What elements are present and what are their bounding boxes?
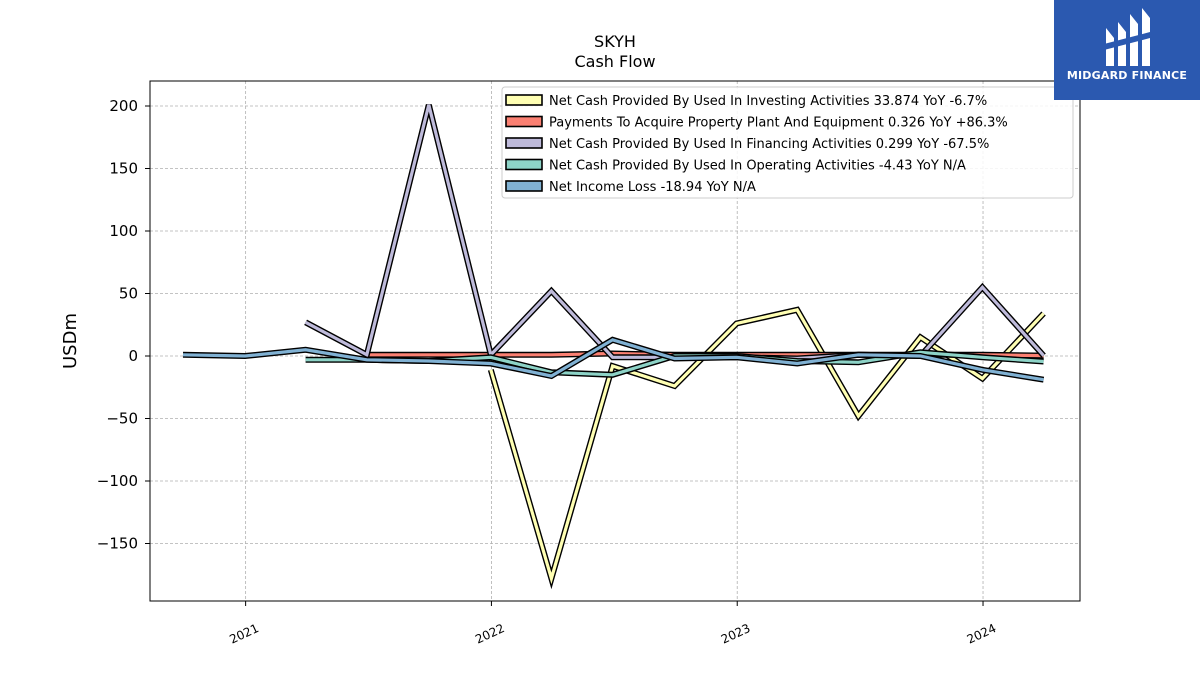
y-tick-label: −100 bbox=[97, 472, 138, 490]
legend-swatch bbox=[505, 158, 543, 171]
legend-swatch bbox=[505, 137, 543, 149]
y-tick-label: −50 bbox=[106, 410, 138, 428]
series-line bbox=[489, 307, 1045, 585]
chart-subtitle: Cash Flow bbox=[574, 52, 656, 71]
legend-entry: Payments To Acquire Property Plant And E… bbox=[549, 116, 1008, 131]
y-axis-label: USDm bbox=[60, 313, 81, 369]
y-tick-label: −150 bbox=[97, 535, 138, 553]
y-tick-label: 50 bbox=[119, 285, 138, 303]
series-line bbox=[182, 338, 1044, 382]
legend-swatch bbox=[505, 94, 543, 106]
series-lines bbox=[182, 104, 1046, 590]
y-tick-label: 0 bbox=[128, 347, 138, 365]
x-axis: 2021 2022 2023 2024 bbox=[227, 601, 998, 647]
midgard-logo-icon bbox=[1104, 8, 1150, 66]
legend: Net Cash Provided By Used In Investing A… bbox=[501, 86, 1074, 199]
chart-title: SKYH bbox=[594, 32, 636, 51]
brand-name: MIDGARD FINANCE bbox=[1066, 69, 1188, 82]
legend-swatch bbox=[505, 180, 543, 192]
brand-logo: MIDGARD FINANCE bbox=[1054, 0, 1200, 100]
y-axis: 200 150 100 50 0 −50 −100 −150 bbox=[97, 97, 150, 553]
series-outline bbox=[487, 306, 1046, 590]
x-tick-label: 2024 bbox=[965, 621, 999, 647]
y-tick-label: 200 bbox=[109, 97, 138, 115]
x-tick-label: 2023 bbox=[719, 621, 753, 647]
x-tick-label: 2021 bbox=[227, 621, 261, 647]
legend-box bbox=[501, 86, 1074, 199]
plot-frame bbox=[149, 80, 1081, 602]
legend-entry: Net Cash Provided By Used In Financing A… bbox=[549, 137, 989, 152]
legend-entry: Net Income Loss -18.94 YoY N/A bbox=[549, 180, 756, 195]
y-tick-label: 100 bbox=[109, 222, 138, 240]
legend-swatch bbox=[505, 115, 543, 128]
x-tick-label: 2022 bbox=[473, 621, 507, 647]
y-tick-label: 150 bbox=[109, 160, 138, 178]
legend-entry: Net Cash Provided By Used In Investing A… bbox=[549, 94, 987, 109]
legend-entry: Net Cash Provided By Used In Operating A… bbox=[549, 159, 966, 174]
